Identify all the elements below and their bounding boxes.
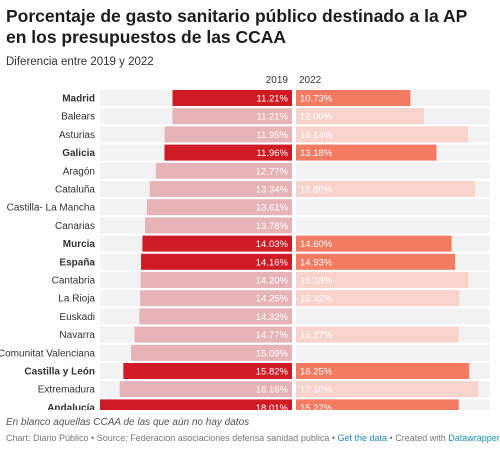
- row-background-2022: [296, 308, 490, 325]
- value-label-2019: 11.95%: [256, 130, 288, 141]
- bar-2019: [145, 217, 292, 234]
- bar-2022: [296, 272, 469, 288]
- value-label-2022: 15.32%: [300, 294, 333, 305]
- bar-2022: [296, 381, 479, 398]
- bar-2019: [134, 326, 292, 343]
- region-label: Extremadura: [38, 385, 96, 396]
- bar-2022: [296, 90, 411, 106]
- value-label-2022: 16.80%: [300, 185, 333, 196]
- region-label: Galicia: [62, 148, 95, 159]
- bar-2022: [296, 126, 469, 143]
- region-label: Aragón: [63, 166, 95, 177]
- region-label: Cantabria: [52, 276, 96, 287]
- column-header-2022: 2022: [299, 75, 322, 86]
- bar-2019: [100, 399, 292, 410]
- bar-2022: [296, 253, 456, 270]
- value-label-2022: 14.60%: [300, 239, 333, 250]
- value-label-2019: 14.32%: [256, 312, 289, 323]
- bar-2022: [296, 235, 452, 252]
- split-bar-chart: 2019 2022 Madrid 11.21% 10.73% Balears 11.21% 1…: [0, 75, 490, 410]
- value-label-2022: 12.00%: [300, 112, 333, 123]
- bar-2019: [164, 144, 292, 161]
- value-label-2019: 11.21%: [256, 112, 288, 123]
- bar-2019: [140, 272, 292, 288]
- bar-2019: [172, 108, 292, 125]
- bar-2019: [123, 363, 292, 379]
- value-label-2019: 11.96%: [256, 148, 288, 159]
- value-label-2019: 14.16%: [256, 257, 289, 268]
- value-label-2019: 13.34%: [256, 185, 289, 196]
- bar-2022: [296, 181, 476, 197]
- value-label-2019: 13.61%: [256, 203, 289, 214]
- region-label: Asturias: [59, 130, 95, 141]
- value-label-2019: 14.20%: [256, 276, 289, 287]
- row-background-2022: [296, 344, 490, 361]
- value-label-2022: 10.73%: [300, 94, 333, 105]
- value-label-2022: 16.14%: [300, 130, 333, 141]
- value-label-2022: 17.10%: [300, 385, 333, 396]
- row-background-2022: [296, 199, 490, 216]
- value-label-2019: 12.77%: [256, 166, 289, 177]
- bar-2019: [149, 181, 292, 197]
- value-label-2019: 11.21%: [256, 94, 288, 105]
- bar-2019: [155, 162, 292, 179]
- bar-2022: [296, 326, 459, 343]
- region-label: Castilla y León: [24, 367, 95, 378]
- chart-subtitle: Diferencia entre 2019 y 2022: [6, 56, 154, 68]
- region-label: Euskadi: [59, 312, 95, 323]
- region-label: Murcia: [63, 239, 96, 250]
- value-label-2019: 15.82%: [256, 367, 289, 378]
- value-label-2019: 16.16%: [256, 385, 289, 396]
- value-label-2019: 14.25%: [256, 294, 289, 305]
- bar-2022: [296, 290, 460, 307]
- region-label: Madrid: [62, 94, 95, 105]
- chart-title: Porcentaje de gasto sanitario público de…: [6, 6, 467, 47]
- datawrapper-link[interactable]: Datawrapper: [448, 433, 500, 443]
- region-label: Balears: [61, 112, 95, 123]
- bar-2022: [296, 144, 437, 161]
- bar-2022: [296, 399, 459, 410]
- value-label-2019: 14.77%: [256, 330, 289, 341]
- bar-2019: [119, 381, 292, 398]
- value-label-2019: 14.03%: [256, 239, 289, 250]
- chart-note: En blanco aquellas CCAA de las que aún n…: [6, 417, 250, 428]
- bar-2019: [146, 199, 292, 216]
- bar-2019: [142, 235, 292, 252]
- region-label: Comunitat Valenciana: [0, 348, 95, 359]
- chart-source-line: Chart: Diario Público • Source: Federaci…: [6, 433, 500, 443]
- bar-2019: [140, 290, 292, 307]
- region-label: Castilla- La Mancha: [7, 203, 96, 214]
- value-label-2019: 18.01%: [256, 403, 289, 410]
- value-label-2022: 14.93%: [300, 257, 333, 268]
- value-label-2022: 15.27%: [300, 330, 333, 341]
- row-background-2022: [296, 217, 490, 234]
- region-label: Cataluña: [55, 185, 95, 196]
- get-the-data-link[interactable]: Get the data: [337, 433, 388, 443]
- value-label-2022: 16.25%: [300, 367, 333, 378]
- bar-2019: [164, 126, 292, 143]
- created-with-text: • Created with: [387, 433, 449, 443]
- value-label-2019: 13.78%: [256, 221, 289, 232]
- region-label: España: [59, 257, 95, 268]
- region-label: Andalucía: [47, 403, 95, 410]
- bar-2019: [172, 90, 292, 106]
- value-label-2022: 13.18%: [300, 148, 333, 159]
- region-label: Canarias: [55, 221, 95, 232]
- region-label: La Rioja: [58, 294, 95, 305]
- value-label-2022: 16.18%: [300, 276, 333, 287]
- value-label-2019: 15.09%: [256, 348, 289, 359]
- bar-2019: [139, 308, 292, 325]
- value-label-2022: 15.27%: [300, 403, 333, 410]
- bar-2019: [141, 253, 292, 270]
- source-credit: Chart: Diario Público • Source: Federaci…: [6, 433, 338, 443]
- row-background-2022: [296, 162, 490, 179]
- column-header-2019: 2019: [266, 75, 289, 86]
- bar-2022: [296, 363, 470, 379]
- bar-2019: [131, 344, 292, 361]
- region-label: Navarra: [59, 330, 95, 341]
- bar-2022: [296, 108, 424, 125]
